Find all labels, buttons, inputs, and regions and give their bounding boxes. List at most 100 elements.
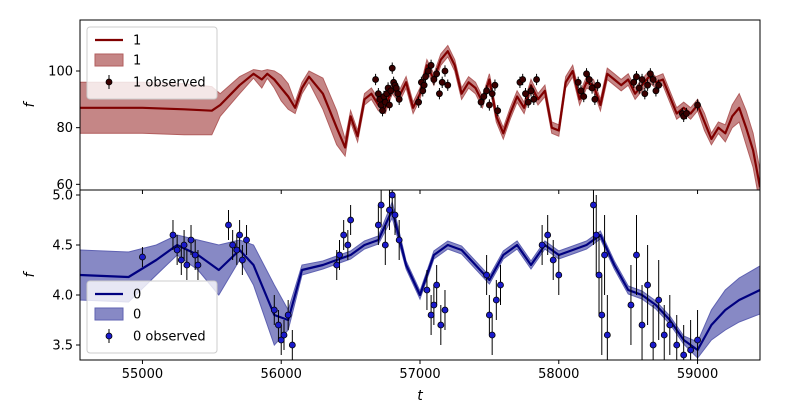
bottom-observed-point	[680, 351, 688, 359]
bottom-observed-point	[225, 221, 232, 229]
bottom-observed-point	[592, 231, 600, 239]
top-observed-point	[491, 81, 499, 89]
top-observed-point	[379, 107, 386, 115]
bottom-observed-point	[340, 231, 348, 239]
top-y-tick-label: 80	[56, 121, 73, 136]
bottom-observed-point	[492, 296, 500, 304]
x-tick-label: 59000	[677, 367, 718, 382]
top-legend-label: 1	[133, 34, 141, 49]
bottom-observed-point	[673, 341, 681, 349]
bottom-observed-point	[497, 281, 504, 289]
top-legend-band-swatch	[94, 53, 124, 67]
top-model-line	[80, 50, 760, 188]
top-observed-point	[494, 107, 502, 115]
top-observed-point	[524, 98, 532, 106]
top-legend-label: 1 observed	[133, 76, 206, 91]
bottom-observed-point	[333, 261, 341, 269]
top-observed-point	[530, 95, 538, 103]
bottom-observed-point	[595, 271, 603, 279]
top-observed-point	[522, 90, 529, 98]
bottom-observed-point	[544, 231, 552, 239]
top-observed-point	[585, 76, 593, 83]
top-observed-point	[395, 95, 403, 103]
bottom-observed-point	[270, 306, 278, 314]
bottom-y-tick-label: 4.0	[52, 289, 73, 304]
bottom-observed-point	[638, 321, 646, 329]
bottom-observed-point	[288, 341, 296, 349]
x-tick-label: 55000	[122, 367, 163, 382]
top-observed-point	[655, 81, 663, 89]
bottom-observed-point	[177, 256, 185, 264]
top-legend-box	[86, 26, 218, 100]
bottom-observed-point	[388, 191, 396, 199]
top-observed-point	[644, 81, 651, 89]
bottom-observed-point	[374, 221, 382, 229]
bottom-observed-point	[427, 311, 435, 319]
top-observed-point	[533, 76, 540, 83]
top-y-tick-label: 60	[56, 178, 73, 193]
bottom-legend-band-swatch	[94, 307, 124, 321]
bottom-observed-point	[173, 246, 181, 254]
x-tick-label: 57000	[399, 367, 440, 382]
bottom-observed-point	[485, 311, 493, 319]
top-observed-point	[580, 93, 588, 100]
bottom-observed-point	[483, 271, 491, 279]
top-observed-point	[649, 76, 657, 83]
top-observed-point	[438, 78, 446, 86]
top-observed-point	[527, 87, 535, 95]
bottom-observed-point	[666, 321, 674, 329]
top-observed-point	[635, 84, 643, 92]
bottom-band	[80, 200, 760, 359]
top-observed-point	[430, 76, 438, 83]
x-axis-label: t	[417, 388, 423, 400]
top-y-tick-label: 100	[48, 65, 73, 80]
top-plot-area	[80, 44, 760, 190]
bottom-legend-label: 0	[133, 308, 141, 323]
top-observed-point	[477, 98, 485, 106]
bottom-legend-point-swatch	[105, 332, 113, 340]
bottom-plot-area	[80, 190, 760, 360]
bottom-observed-point	[423, 286, 431, 294]
top-legend-point-swatch	[105, 78, 113, 86]
top-observed-point	[591, 95, 599, 103]
bottom-y-axis-label: f	[22, 270, 38, 277]
top-observed-point	[427, 61, 435, 69]
top-observed-point	[419, 87, 427, 95]
top-observed-point	[588, 84, 596, 92]
top-observed-point	[433, 70, 441, 78]
bottom-observed-point	[633, 251, 640, 259]
bottom-observed-point	[430, 301, 438, 309]
top-observed-point	[441, 67, 449, 75]
bottom-observed-point	[627, 301, 635, 309]
bottom-observed-point	[275, 321, 282, 329]
bottom-observed-point	[598, 311, 606, 319]
bottom-observed-point	[191, 251, 199, 259]
panel-top: 60 80 100 f 1 1 1 observed	[22, 19, 761, 194]
top-observed-point	[436, 90, 443, 98]
bottom-observed-point	[655, 296, 663, 304]
top-observed-point	[415, 98, 423, 106]
bottom-observed-point	[180, 241, 188, 249]
bottom-observed-point	[347, 216, 355, 224]
top-observed-point	[683, 110, 690, 117]
top-observed-point	[519, 76, 527, 83]
top-legend-label: 1	[133, 54, 141, 69]
bottom-observed-point	[386, 206, 393, 214]
bottom-legend-label: 0 observed	[133, 330, 206, 345]
bottom-observed-point	[433, 281, 441, 289]
top-observed-point	[387, 87, 395, 95]
top-observed-point	[372, 76, 379, 83]
top-observed-point	[386, 101, 393, 109]
bottom-y-tick-label: 3.5	[52, 339, 73, 354]
bottom-observed-point	[277, 336, 285, 344]
bottom-observed-point	[603, 331, 611, 339]
bottom-observed-point	[183, 261, 191, 269]
bottom-observed-point	[601, 251, 608, 259]
top-observed-point	[652, 87, 660, 95]
top-observed-point	[480, 93, 488, 100]
top-observed-point	[594, 81, 602, 89]
bottom-model-line	[80, 208, 760, 352]
bottom-observed-point	[229, 241, 237, 249]
bottom-observed-point	[649, 341, 657, 349]
